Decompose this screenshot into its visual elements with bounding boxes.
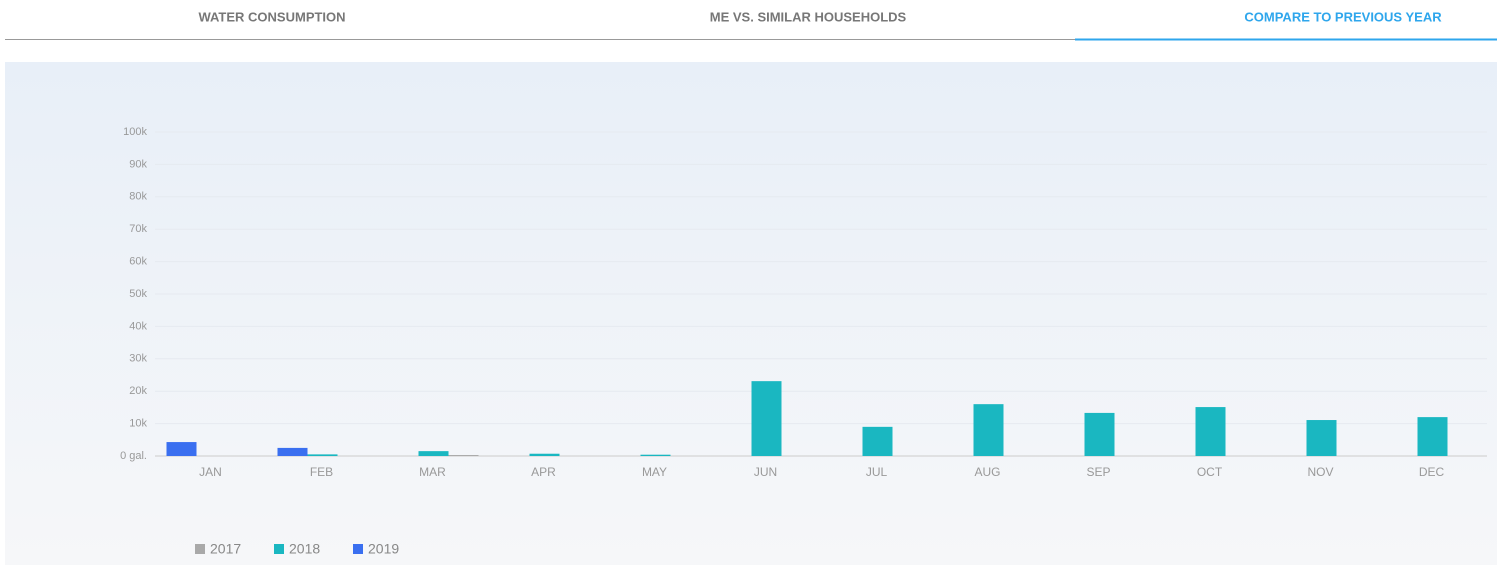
- bar: [640, 454, 671, 456]
- x-tick-label: NOV: [1307, 465, 1333, 479]
- y-tick-label: 60k: [129, 256, 147, 268]
- bar: [973, 404, 1004, 456]
- legend-swatch: [195, 544, 205, 554]
- y-tick-label: 40k: [129, 320, 147, 332]
- legend-label: 2019: [368, 541, 399, 557]
- bar: [1306, 420, 1337, 456]
- bar: [418, 451, 449, 456]
- bar: [751, 381, 782, 456]
- legend-swatch: [353, 544, 363, 554]
- x-tick-label: JUN: [754, 465, 777, 479]
- x-tick-label: MAR: [419, 465, 446, 479]
- x-tick-label: SEP: [1086, 465, 1110, 479]
- x-tick-label: OCT: [1197, 465, 1223, 479]
- y-tick-label: 90k: [129, 158, 147, 170]
- bar: [448, 455, 479, 456]
- bar: [862, 426, 893, 456]
- x-tick-label: JUL: [866, 465, 888, 479]
- chart-panel: [5, 62, 1497, 565]
- legend-label: 2018: [289, 541, 320, 557]
- x-tick-label: DEC: [1419, 465, 1445, 479]
- tab-label[interactable]: ME VS. SIMILAR HOUSEHOLDS: [710, 9, 907, 24]
- y-tick-label: 30k: [129, 353, 147, 365]
- y-tick-label: 50k: [129, 288, 147, 300]
- tab-label[interactable]: WATER CONSUMPTION: [198, 9, 345, 24]
- bar: [277, 447, 308, 456]
- y-tick-label: 70k: [129, 223, 147, 235]
- y-tick-label: 0 gal.: [120, 450, 147, 462]
- bar: [166, 442, 197, 456]
- bar: [1195, 407, 1226, 456]
- x-tick-label: MAY: [642, 465, 667, 479]
- x-tick-label: JAN: [199, 465, 222, 479]
- tab-label[interactable]: COMPARE TO PREVIOUS YEAR: [1244, 9, 1442, 24]
- legend-label: 2017: [210, 541, 241, 557]
- y-tick-label: 20k: [129, 385, 147, 397]
- x-tick-label: AUG: [974, 465, 1000, 479]
- x-tick-label: FEB: [310, 465, 333, 479]
- x-tick-label: APR: [531, 465, 556, 479]
- legend-swatch: [274, 544, 284, 554]
- bar: [307, 454, 338, 456]
- bar: [1084, 412, 1115, 456]
- bar: [1417, 417, 1448, 456]
- bar: [529, 453, 560, 456]
- y-tick-label: 100k: [123, 126, 147, 138]
- y-tick-label: 10k: [129, 418, 147, 430]
- y-tick-label: 80k: [129, 191, 147, 203]
